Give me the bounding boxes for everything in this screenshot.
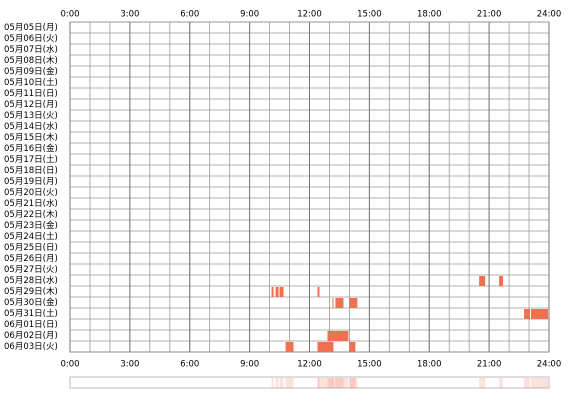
x-tick-label-bottom: 15:00 (357, 360, 382, 370)
day-label: 05月11日(日) (4, 89, 58, 99)
x-tick-label-top: 9:00 (240, 10, 259, 20)
summary-segment (327, 378, 349, 388)
x-tick-label-top: 12:00 (297, 10, 322, 20)
day-label: 05月10日(土) (4, 77, 58, 88)
day-label: 06月02日(月) (4, 331, 58, 341)
x-tick-label-bottom: 3:00 (120, 360, 139, 370)
day-label: 05月12日(月) (4, 100, 58, 110)
day-label: 05月28日(水) (4, 275, 58, 286)
activity-segment (275, 287, 279, 297)
day-label: 05月16日(金) (4, 143, 58, 154)
day-label: 05月09日(金) (4, 66, 58, 77)
x-tick-label-top: 3:00 (120, 10, 139, 20)
day-label: 05月05日(月) (4, 23, 58, 33)
summary-segment (271, 378, 274, 388)
day-label: 05月17日(土) (4, 154, 58, 165)
summary-segment (285, 378, 294, 388)
activity-segment (279, 287, 284, 297)
x-tick-label-bottom: 12:00 (297, 360, 322, 370)
activity-segment (285, 342, 294, 352)
activity-segment (317, 287, 320, 297)
x-tick-label-top: 0:00 (60, 10, 79, 20)
day-label: 05月31日(土) (4, 308, 58, 319)
day-label: 05月06日(火) (4, 34, 58, 44)
day-label: 05月24日(土) (4, 231, 58, 242)
x-tick-label-top: 18:00 (417, 10, 442, 20)
activity-segment (332, 298, 334, 308)
summary-segment (531, 378, 549, 388)
day-label: 06月03日(火) (4, 342, 58, 352)
activity-segment (531, 309, 549, 319)
summary-segment (479, 378, 486, 388)
day-label: 05月19日(月) (4, 177, 58, 187)
x-tick-label-bottom: 9:00 (240, 360, 259, 370)
x-tick-label-bottom: 24:00 (537, 360, 562, 370)
day-label: 05月20日(火) (4, 188, 58, 198)
summary-segment (317, 378, 334, 388)
x-tick-label-top: 24:00 (537, 10, 562, 20)
day-label: 05月15日(木) (4, 132, 58, 143)
activity-segment (335, 298, 344, 308)
day-label: 05月18日(日) (4, 166, 58, 176)
summary-segment (349, 378, 356, 388)
day-label: 05月13日(火) (4, 111, 58, 121)
activity-segment (317, 342, 334, 352)
x-tick-label-top: 15:00 (357, 10, 382, 20)
x-tick-label-bottom: 6:00 (180, 360, 199, 370)
summary-segment (335, 378, 344, 388)
summary-segment (279, 378, 284, 388)
day-label: 05月27日(火) (4, 265, 58, 275)
x-tick-label-bottom: 21:00 (477, 360, 502, 370)
activity-segment (349, 298, 358, 308)
summary-segment (275, 378, 279, 388)
summary-strip (69, 376, 550, 389)
day-label: 05月14日(水) (4, 121, 58, 132)
activity-segment (271, 287, 274, 297)
summary-segment (349, 378, 358, 388)
activity-segment (479, 276, 486, 286)
day-label: 05月21日(水) (4, 198, 58, 209)
activity-segment (499, 276, 504, 286)
summary-segment (524, 378, 531, 388)
day-label: 06月01日(日) (4, 320, 58, 330)
summary-segment (317, 378, 320, 388)
activity-segment (349, 342, 356, 352)
x-tick-label-bottom: 0:00 (60, 360, 79, 370)
summary-segment (499, 378, 504, 388)
day-label: 05月07日(水) (4, 44, 58, 55)
day-label: 05月29日(木) (4, 286, 58, 297)
x-tick-label-top: 21:00 (477, 10, 502, 20)
day-label: 05月25日(日) (4, 243, 58, 253)
day-label: 05月30日(金) (4, 297, 58, 308)
day-label: 05月22日(木) (4, 209, 58, 220)
day-label: 05月08日(木) (4, 55, 58, 66)
x-tick-label-bottom: 18:00 (417, 360, 442, 370)
summary-segment (332, 378, 334, 388)
day-label: 05月26日(月) (4, 254, 58, 264)
activity-segment (524, 309, 531, 319)
x-tick-label-top: 6:00 (180, 10, 199, 20)
day-label: 05月23日(金) (4, 220, 58, 231)
activity-segment (327, 331, 349, 341)
